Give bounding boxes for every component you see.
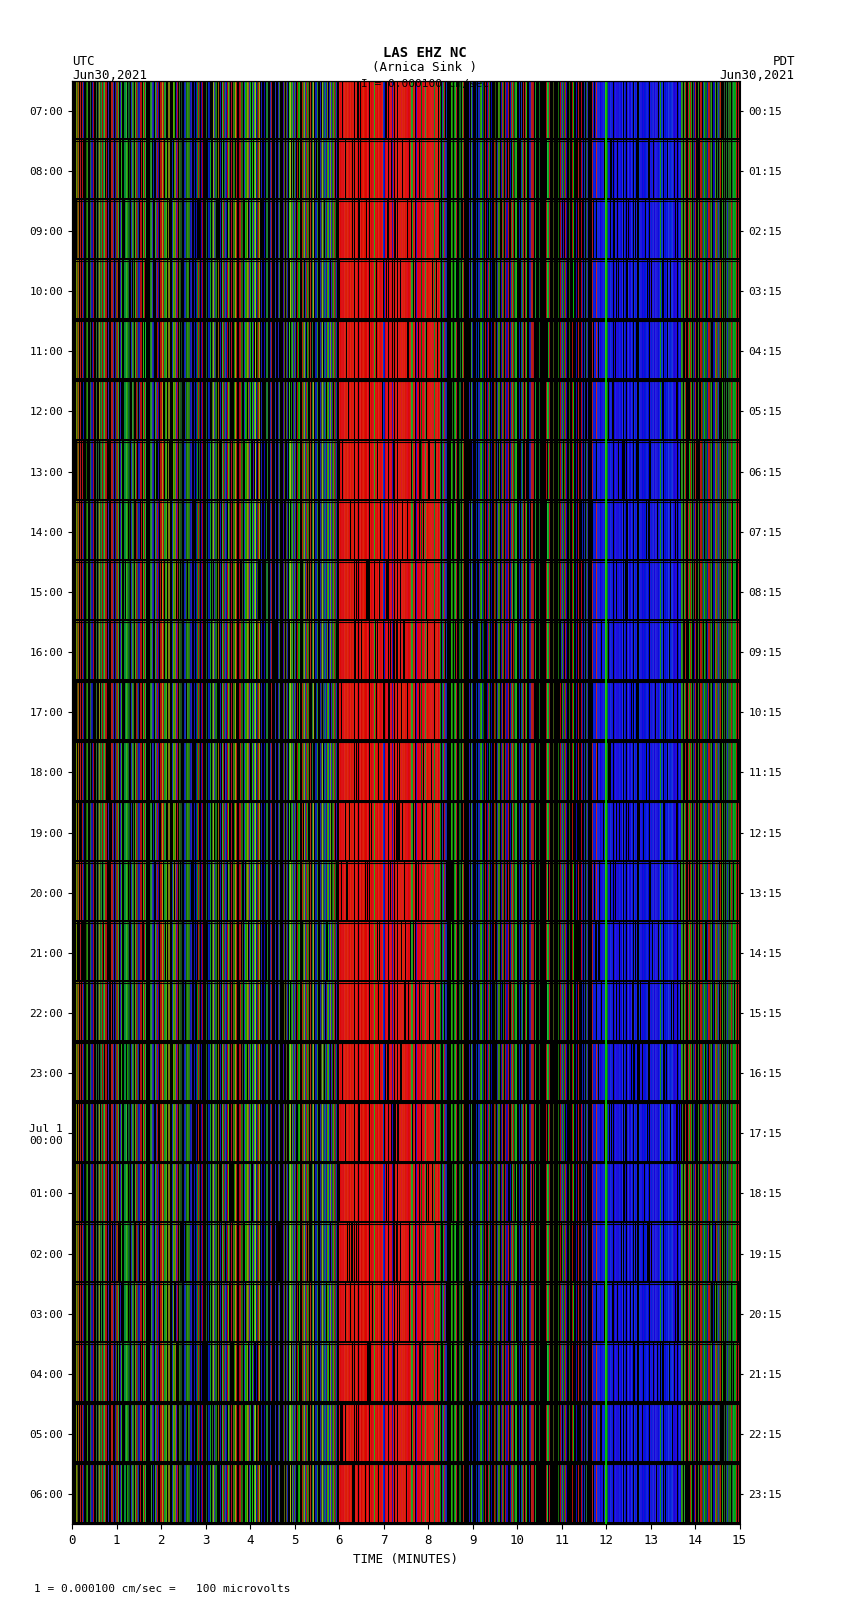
X-axis label: TIME (MINUTES): TIME (MINUTES) [354,1553,458,1566]
Text: LAS EHZ NC: LAS EHZ NC [383,45,467,60]
Text: UTC: UTC [72,55,94,68]
Text: PDT: PDT [773,55,795,68]
Text: Jun30,2021: Jun30,2021 [72,69,147,82]
Text: I = 0.000100 cm/sec: I = 0.000100 cm/sec [361,79,489,89]
Text: Jun30,2021: Jun30,2021 [720,69,795,82]
Text: (Arnica Sink ): (Arnica Sink ) [372,61,478,74]
Text: 1 = 0.000100 cm/sec =   100 microvolts: 1 = 0.000100 cm/sec = 100 microvolts [34,1584,291,1594]
